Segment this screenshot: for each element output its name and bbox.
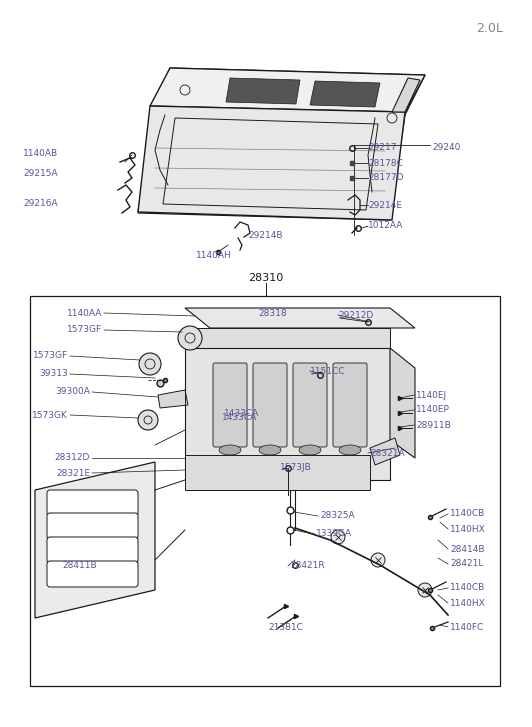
Text: 1140CB: 1140CB — [450, 584, 485, 593]
Text: 28178C: 28178C — [368, 158, 403, 167]
Polygon shape — [185, 308, 415, 328]
FancyBboxPatch shape — [333, 363, 367, 447]
Circle shape — [139, 353, 161, 375]
Polygon shape — [138, 106, 405, 220]
Text: 1140FC: 1140FC — [450, 622, 484, 632]
Text: 1140CB: 1140CB — [450, 510, 485, 518]
Text: 1140HX: 1140HX — [450, 524, 486, 534]
Text: 1433CA: 1433CA — [222, 414, 257, 422]
Circle shape — [371, 553, 385, 567]
FancyBboxPatch shape — [293, 363, 327, 447]
Text: 28421L: 28421L — [450, 560, 484, 569]
Polygon shape — [185, 328, 390, 348]
Text: 28325A: 28325A — [320, 512, 355, 521]
Polygon shape — [226, 78, 300, 104]
Polygon shape — [392, 78, 420, 112]
FancyBboxPatch shape — [47, 490, 138, 516]
Text: 29212D: 29212D — [338, 310, 373, 319]
Polygon shape — [35, 462, 155, 618]
Text: 1573JB: 1573JB — [280, 464, 312, 473]
FancyBboxPatch shape — [253, 363, 287, 447]
Text: 21381C: 21381C — [268, 622, 303, 632]
Polygon shape — [158, 390, 188, 408]
Text: 2.0L: 2.0L — [477, 22, 503, 34]
Text: 29217: 29217 — [368, 143, 396, 153]
Text: 29214E: 29214E — [368, 201, 402, 209]
Text: 1012AA: 1012AA — [368, 220, 403, 230]
Text: 28911B: 28911B — [416, 420, 451, 430]
FancyBboxPatch shape — [47, 513, 138, 539]
Text: 1140AB: 1140AB — [23, 150, 58, 158]
Text: 28321A: 28321A — [370, 449, 405, 457]
Text: 1151CC: 1151CC — [310, 366, 345, 376]
Polygon shape — [390, 348, 415, 458]
Text: 39313: 39313 — [39, 369, 68, 379]
Polygon shape — [370, 438, 400, 465]
Text: 28411B: 28411B — [62, 561, 97, 569]
Text: 28177D: 28177D — [368, 174, 403, 182]
Text: 29216A: 29216A — [23, 198, 58, 207]
Ellipse shape — [339, 445, 361, 455]
Ellipse shape — [299, 445, 321, 455]
Text: 1140AA: 1140AA — [66, 308, 102, 318]
Text: 28318: 28318 — [258, 308, 287, 318]
Text: 39300A: 39300A — [55, 387, 90, 396]
Circle shape — [418, 583, 432, 597]
Text: 1339GA: 1339GA — [316, 529, 352, 539]
Polygon shape — [185, 455, 370, 490]
Text: 28421R: 28421R — [290, 561, 325, 571]
Text: 29240: 29240 — [432, 143, 460, 153]
Text: 28414B: 28414B — [450, 545, 485, 553]
Text: 28321E: 28321E — [56, 468, 90, 478]
Bar — [30, 296, 500, 686]
Polygon shape — [150, 68, 425, 112]
Text: 1140AH: 1140AH — [196, 252, 232, 260]
Circle shape — [138, 410, 158, 430]
Ellipse shape — [259, 445, 281, 455]
Text: 1573GK: 1573GK — [32, 411, 68, 419]
Text: 1140EJ: 1140EJ — [416, 390, 447, 400]
Text: 29215A: 29215A — [23, 169, 58, 179]
Text: 1573GF: 1573GF — [67, 326, 102, 334]
Text: 1573GF: 1573GF — [33, 351, 68, 361]
FancyBboxPatch shape — [47, 537, 138, 563]
FancyBboxPatch shape — [213, 363, 247, 447]
Text: 1140HX: 1140HX — [450, 598, 486, 608]
Polygon shape — [138, 108, 405, 220]
Text: 1140EP: 1140EP — [416, 406, 450, 414]
Ellipse shape — [219, 445, 241, 455]
Polygon shape — [310, 81, 380, 107]
Polygon shape — [152, 68, 425, 115]
Text: 1433CA: 1433CA — [224, 409, 259, 419]
FancyBboxPatch shape — [47, 561, 138, 587]
Circle shape — [331, 530, 345, 544]
Polygon shape — [185, 348, 390, 480]
Text: 28312D: 28312D — [55, 454, 90, 462]
Circle shape — [178, 326, 202, 350]
Text: 28310: 28310 — [248, 273, 284, 283]
Text: 29214B: 29214B — [248, 231, 282, 241]
